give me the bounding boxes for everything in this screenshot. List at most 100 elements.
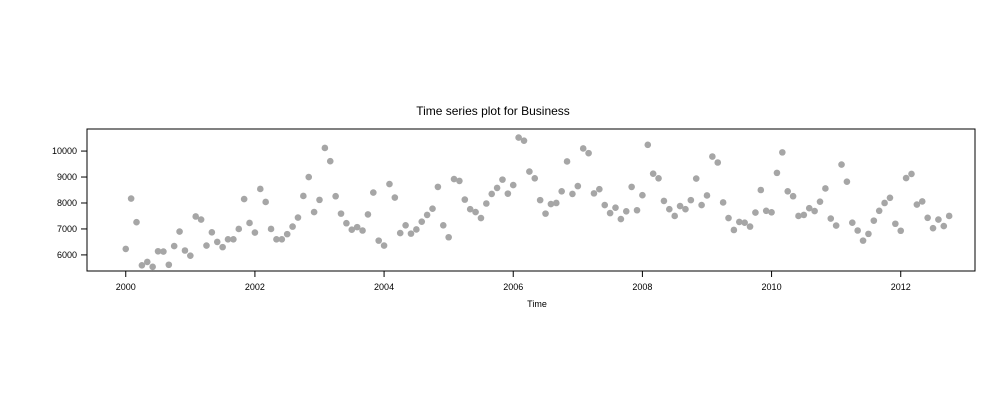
data-point	[692, 175, 700, 182]
data-point	[558, 188, 565, 195]
data-point	[574, 182, 582, 190]
y-tick-label: 10000	[52, 146, 77, 156]
data-point	[547, 200, 555, 208]
data-point	[822, 185, 829, 192]
data-point	[757, 186, 765, 194]
data-point	[902, 174, 910, 182]
data-point	[251, 229, 259, 236]
data-point	[924, 214, 931, 222]
data-point	[800, 211, 808, 219]
data-point	[655, 175, 662, 182]
data-point	[240, 195, 248, 203]
data-point	[918, 198, 926, 205]
data-point	[752, 209, 759, 216]
x-tick-label: 2006	[503, 282, 523, 292]
data-point	[461, 196, 469, 203]
data-point	[450, 175, 458, 183]
data-point	[273, 236, 280, 243]
data-point	[714, 159, 722, 166]
data-point	[666, 205, 673, 213]
data-point	[660, 197, 668, 205]
data-point	[832, 222, 840, 229]
data-point	[133, 218, 140, 226]
data-point	[396, 229, 404, 237]
data-point	[160, 248, 167, 255]
data-point	[337, 210, 345, 217]
data-point	[456, 177, 463, 185]
data-point	[870, 217, 878, 224]
data-point	[402, 222, 409, 229]
data-point	[472, 208, 479, 216]
data-point	[816, 198, 824, 205]
data-point	[488, 190, 496, 198]
data-point	[940, 222, 948, 230]
x-axis: 2000 2002 2004 2006 2008 2010 2012	[116, 271, 911, 292]
data-point	[149, 263, 156, 271]
x-tick-label: 2000	[116, 282, 136, 292]
data-point	[197, 216, 205, 223]
data-point	[768, 209, 775, 216]
data-point	[612, 204, 619, 211]
y-tick-label: 6000	[57, 250, 77, 260]
data-point	[143, 258, 151, 266]
data-point	[687, 196, 695, 204]
data-point	[321, 144, 329, 152]
data-point	[746, 223, 754, 230]
data-point	[859, 237, 867, 244]
data-point	[639, 191, 646, 199]
data-point	[596, 185, 603, 193]
data-point	[526, 168, 533, 175]
data-point	[267, 225, 275, 233]
data-point	[838, 161, 845, 168]
data-point	[789, 192, 797, 200]
data-point	[283, 230, 291, 238]
data-point	[633, 206, 641, 214]
data-point	[370, 189, 377, 196]
data-point	[719, 199, 727, 206]
data-point	[628, 183, 635, 191]
data-point	[811, 207, 818, 215]
data-point	[671, 212, 678, 220]
data-point	[413, 226, 420, 233]
data-point	[848, 219, 856, 227]
chart-title: Time series plot for Business	[416, 104, 570, 118]
data-point	[908, 170, 915, 178]
y-axis: 6000 7000 8000 9000 10000	[52, 146, 87, 260]
data-point	[445, 233, 452, 241]
data-point	[127, 195, 135, 202]
data-point	[865, 230, 872, 238]
data-point	[854, 227, 861, 234]
data-point	[483, 200, 490, 207]
data-point	[353, 223, 361, 231]
data-point	[122, 245, 130, 253]
data-point	[213, 238, 221, 246]
data-point	[326, 157, 334, 165]
data-point	[423, 211, 431, 219]
data-point	[795, 212, 802, 220]
data-point	[569, 190, 576, 198]
x-tick-label: 2012	[891, 282, 911, 292]
data-point	[730, 226, 738, 234]
data-point	[875, 207, 883, 215]
data-point	[310, 208, 318, 216]
data-point	[606, 209, 614, 217]
x-axis-label: Time	[527, 299, 547, 309]
data-point	[886, 194, 894, 202]
data-point	[779, 149, 786, 156]
data-point	[434, 183, 442, 191]
data-point	[380, 242, 388, 249]
data-point	[289, 223, 296, 230]
data-point	[192, 213, 200, 220]
x-tick-label: 2004	[374, 282, 394, 292]
data-point	[585, 149, 592, 157]
data-point	[256, 185, 264, 193]
data-point	[300, 192, 307, 200]
data-point	[176, 228, 183, 235]
data-point	[542, 210, 549, 217]
data-point	[935, 216, 942, 223]
data-point	[897, 227, 905, 235]
data-point	[477, 214, 485, 222]
data-point	[676, 202, 684, 210]
data-point	[762, 207, 770, 215]
x-tick-label: 2002	[245, 282, 265, 292]
